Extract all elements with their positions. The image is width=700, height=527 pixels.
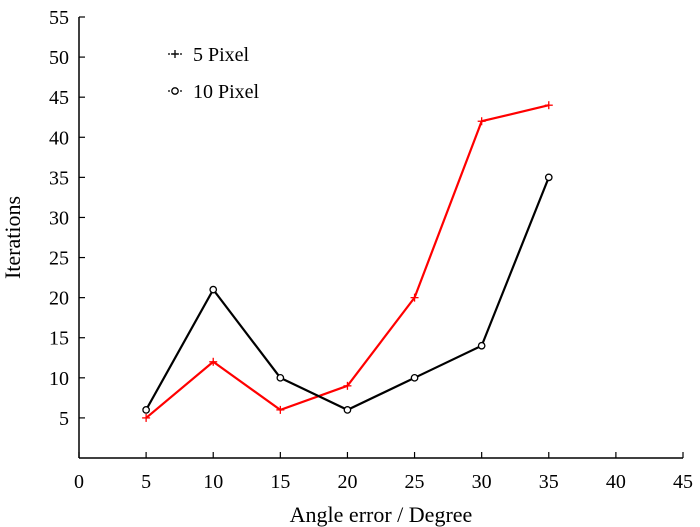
data-point (343, 406, 352, 414)
x-tick-label: 30 (472, 471, 492, 493)
series-0 (142, 101, 553, 422)
y-tick-label: 30 (49, 207, 69, 229)
y-tick-label: 25 (49, 248, 69, 270)
legend-label: 10 Pixel (193, 81, 260, 103)
x-tick-label: 20 (337, 471, 357, 493)
y-tick-label: 10 (49, 368, 69, 390)
data-point (343, 381, 352, 390)
data-point (209, 285, 218, 294)
x-tick-label: 40 (606, 471, 626, 493)
series-line (145, 176, 550, 412)
axes (78, 17, 683, 459)
series-1 (142, 173, 553, 414)
x-tick-label: 10 (203, 471, 223, 493)
data-point (276, 373, 285, 382)
x-tick-label: 0 (74, 471, 84, 493)
data-point (276, 405, 285, 414)
y-tick-label: 45 (49, 87, 69, 109)
data-point (410, 373, 419, 382)
legend-label: 5 Pixel (193, 44, 250, 66)
x-axis-ticks: 0 5 10 15 20 25 30 35 40 45 (74, 452, 693, 493)
y-tick-label: 15 (49, 328, 69, 350)
legend-marker (171, 87, 179, 95)
y-axis-ticks: 5 10 15 20 25 30 35 40 45 50 55 (49, 7, 85, 430)
data-point (544, 101, 553, 110)
data-point (410, 293, 419, 302)
y-tick-label: 40 (49, 127, 69, 149)
y-tick-label: 35 (49, 167, 69, 189)
series-line (145, 104, 550, 419)
y-tick-label: 20 (49, 288, 69, 310)
legend: 5 Pixel 10 Pixel (168, 44, 260, 103)
y-tick-label: 50 (49, 47, 69, 69)
x-tick-label: 5 (141, 471, 151, 493)
x-tick-label: 35 (539, 471, 559, 493)
x-tick-label: 45 (673, 471, 693, 493)
x-tick-label: 25 (405, 471, 425, 493)
y-tick-label: 55 (49, 7, 69, 29)
data-point (142, 413, 151, 422)
data-point (477, 341, 486, 350)
x-axis-title: Angle error / Degree (290, 502, 473, 527)
legend-entry: 5 Pixel (168, 44, 250, 66)
data-point (477, 117, 486, 126)
y-tick-label: 5 (59, 408, 69, 430)
series-layer (142, 101, 553, 422)
y-axis-title: Iterations (0, 196, 25, 279)
x-tick-label: 15 (270, 471, 290, 493)
data-point (209, 357, 218, 366)
legend-entry: 10 Pixel (168, 81, 260, 103)
data-point (142, 406, 150, 414)
legend-marker (171, 50, 179, 58)
data-point (544, 173, 553, 182)
